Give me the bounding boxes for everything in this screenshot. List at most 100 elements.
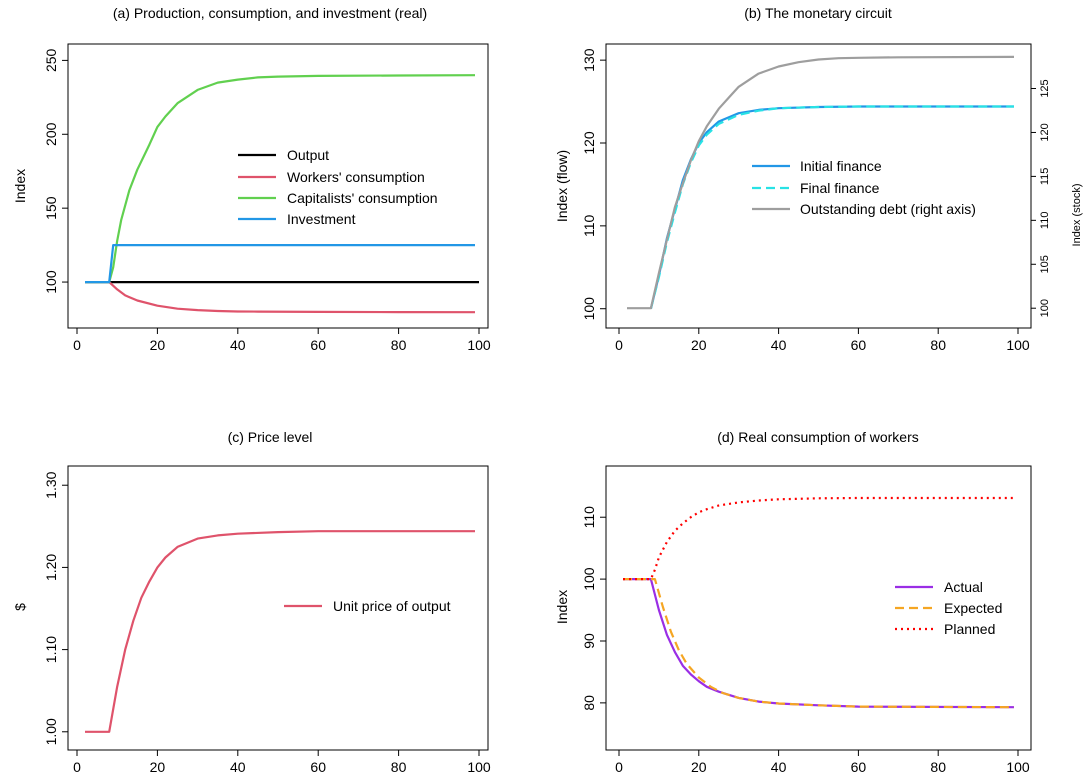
x-tick-label: 100 (467, 337, 491, 353)
y-tick-label: 80 (581, 695, 597, 711)
series-line-planned (623, 496, 1014, 581)
y-tick-label: 100 (581, 297, 597, 321)
legend-label-expected: Expected (944, 600, 1002, 616)
panel-d: (d) Real consumption of workers Index 0 2… (554, 429, 1032, 775)
series-line-expected (623, 577, 1015, 709)
x-tick-label: 80 (391, 337, 407, 353)
x-tick-label: 40 (771, 759, 787, 775)
y-tick-label: 1.00 (43, 718, 59, 745)
x-tick-label: 100 (467, 759, 491, 775)
x-tick-label: 20 (150, 759, 166, 775)
panel-c-y-axis: 1.00 1.10 1.20 1.30 (43, 471, 68, 745)
x-tick-label: 80 (930, 759, 946, 775)
panel-a-title: (a) Production, consumption, and investm… (113, 5, 427, 21)
y-tick-label: 1.20 (43, 554, 59, 581)
legend-label-investment: Investment (287, 211, 356, 227)
right-y-tick-label: 115 (1039, 168, 1051, 186)
x-tick-label: 60 (851, 759, 867, 775)
right-y-tick-label: 125 (1039, 79, 1051, 97)
panel-b-title: (b) The monetary circuit (744, 5, 892, 21)
panel-a-series (85, 74, 479, 314)
y-tick-label: 100 (43, 270, 59, 294)
x-tick-label: 60 (851, 337, 867, 353)
legend-label-outstanding-debt: Outstanding debt (right axis) (800, 201, 976, 217)
panel-b-plot-frame (605, 43, 1032, 329)
y-tick-label: 150 (43, 196, 59, 220)
series-line-workers-consumption (85, 281, 476, 314)
legend-label-planned: Planned (944, 621, 995, 637)
right-y-tick-label: 120 (1039, 123, 1051, 141)
panel-b-x-axis: 0 20 40 60 80 100 (615, 328, 1030, 353)
panel-a-x-axis: 0 20 40 60 80 100 (73, 328, 491, 353)
x-tick-label: 0 (73, 337, 81, 353)
panel-a-legend: Output Workers' consumption Capitalists'… (238, 147, 438, 227)
x-tick-label: 20 (691, 337, 707, 353)
series-line-unit-price-of-output (85, 530, 475, 733)
y-tick-label: 250 (43, 48, 59, 72)
x-tick-label: 80 (930, 337, 946, 353)
legend-label-final-finance: Final finance (800, 180, 880, 196)
legend-label-initial-finance: Initial finance (800, 158, 882, 174)
panel-d-series (623, 496, 1015, 709)
y-tick-label: 110 (581, 214, 597, 237)
right-y-tick-label: 100 (1039, 299, 1051, 317)
panel-b-right-y-axis: 100 105 110 115 120 125 (1031, 79, 1051, 317)
series-line-outstanding-debt-right-axis (627, 55, 1015, 310)
legend-label-capitalists-consumption: Capitalists' consumption (287, 190, 438, 206)
x-tick-label: 0 (615, 759, 623, 775)
panel-d-ylabel: Index (554, 590, 570, 624)
panel-a-y-axis: 100 150 200 250 (43, 48, 68, 294)
panel-b-y-axis: 100 110 120 130 (581, 48, 606, 320)
panel-c-ylabel: $ (12, 603, 28, 611)
panel-d-title: (d) Real consumption of workers (717, 429, 919, 445)
y-tick-label: 200 (43, 122, 59, 146)
y-tick-label: 1.10 (43, 636, 59, 663)
series-line-investment (85, 244, 475, 284)
x-tick-label: 20 (691, 759, 707, 775)
panel-b-legend: Initial finance Final finance Outstandin… (752, 158, 976, 217)
y-tick-label: 90 (581, 633, 597, 649)
y-tick-label: 120 (581, 131, 597, 155)
panel-c-x-axis: 0 20 40 60 80 100 (73, 750, 491, 775)
panel-c: (c) Price level $ 0 20 40 60 80 100 1.001.101… (12, 429, 491, 775)
x-tick-label: 40 (230, 337, 246, 353)
y-tick-label: 100 (581, 567, 597, 591)
panel-c-series (85, 530, 475, 733)
y-tick-label: 110 (581, 506, 597, 529)
panel-d-x-axis: 0 20 40 60 80 100 (615, 750, 1030, 775)
x-tick-label: 100 (1006, 759, 1030, 775)
panel-b: (b) The monetary circuit Index (flow) In… (554, 5, 1083, 353)
panel-b-ylabel-right: Index (stock) (1071, 184, 1083, 247)
right-y-tick-label: 110 (1039, 212, 1051, 230)
panel-b-series (627, 55, 1015, 310)
panel-a-plot-frame (67, 43, 489, 329)
x-tick-label: 100 (1006, 337, 1030, 353)
x-tick-label: 60 (310, 759, 326, 775)
x-tick-label: 40 (771, 337, 787, 353)
x-tick-label: 20 (150, 337, 166, 353)
panel-d-plot-frame (605, 465, 1032, 751)
y-tick-label: 1.30 (43, 471, 59, 498)
panel-b-ylabel: Index (flow) (554, 150, 570, 222)
x-tick-label: 0 (615, 337, 623, 353)
panel-a: (a) Production, consumption, and investm… (12, 5, 491, 353)
series-line-actual (623, 577, 1015, 709)
panel-a-ylabel: Index (12, 169, 28, 203)
legend-label-output: Output (287, 147, 329, 163)
panel-d-legend: Actual Expected Planned (895, 579, 1002, 637)
series-line-capitalists-consumption (85, 74, 476, 284)
panel-d-y-axis: 80 90 100 110 (581, 506, 606, 711)
x-tick-label: 40 (230, 759, 246, 775)
legend-label-workers-consumption: Workers' consumption (287, 169, 425, 185)
y-tick-label: 130 (581, 48, 597, 72)
legend-label-unit-price: Unit price of output (333, 598, 451, 614)
x-tick-label: 80 (391, 759, 407, 775)
x-tick-label: 0 (73, 759, 81, 775)
legend-label-actual: Actual (944, 579, 983, 595)
right-y-tick-label: 105 (1039, 255, 1051, 273)
panel-c-plot-frame (67, 465, 489, 751)
panel-c-title: (c) Price level (228, 429, 313, 445)
x-tick-label: 60 (310, 337, 326, 353)
panel-c-legend: Unit price of output (284, 598, 451, 614)
